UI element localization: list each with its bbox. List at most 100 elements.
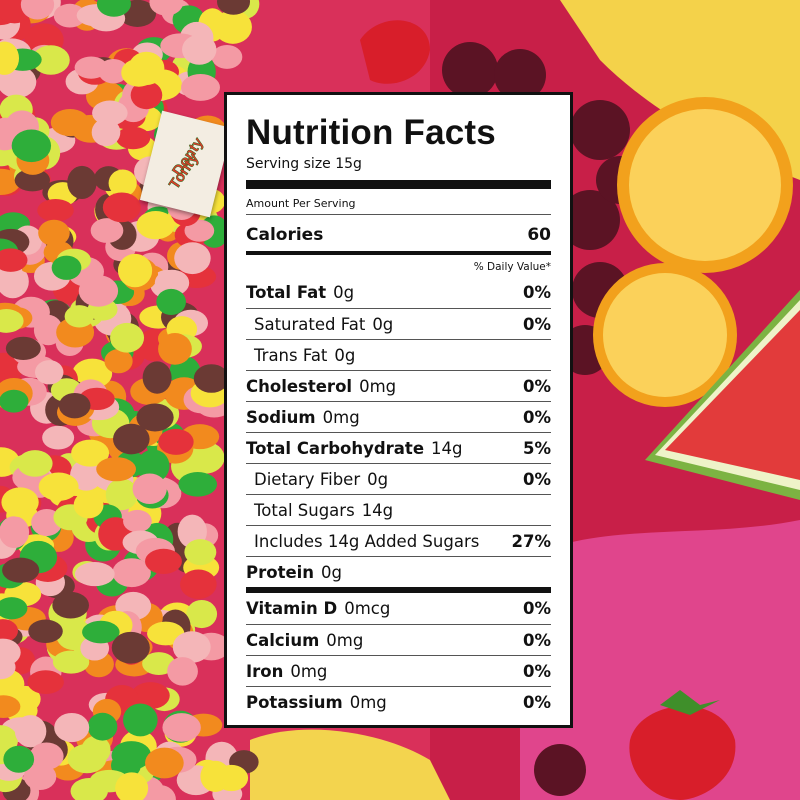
candy — [0, 695, 21, 718]
candy — [111, 741, 152, 770]
nutrient-name: Total Carbohydrate — [246, 438, 425, 458]
daily-value: 0% — [522, 314, 551, 334]
candy — [98, 58, 129, 84]
daily-value: 0% — [522, 599, 551, 618]
nutrient-amount: 0g — [333, 283, 355, 302]
candy — [172, 631, 211, 663]
candy — [33, 314, 63, 346]
nutrient-row: Sodium 0mg 0% — [246, 401, 551, 432]
nutrient-text: Saturated Fat 0g — [246, 315, 393, 334]
candy — [182, 34, 217, 65]
candy — [1, 487, 39, 518]
nutrient-text: Vitamin D 0mcg — [246, 599, 390, 618]
candy — [0, 597, 28, 620]
candy — [53, 3, 86, 28]
candy — [0, 516, 30, 549]
daily-value: 0% — [522, 692, 551, 712]
candy — [20, 0, 55, 20]
candy — [96, 0, 131, 17]
candy — [180, 569, 217, 599]
daily-value: 5% — [522, 438, 551, 458]
nutrient-name: Trans Fat — [254, 345, 328, 365]
nutrient-amount: 0g — [321, 562, 343, 582]
nutrient-row: Calcium 0mg 0% — [246, 624, 551, 655]
grapes — [442, 42, 644, 796]
daily-value: 0% — [522, 376, 551, 396]
candy — [130, 81, 163, 110]
candy — [121, 58, 157, 87]
candy — [145, 548, 182, 574]
nutrient-text: Potassium 0mg — [246, 693, 387, 712]
candy — [52, 650, 90, 674]
candy — [64, 305, 94, 328]
candy — [82, 620, 120, 644]
candies — [0, 0, 260, 800]
candy — [67, 165, 97, 199]
candy — [113, 423, 150, 455]
candy — [115, 126, 151, 150]
candy — [73, 491, 104, 519]
nutrient-row: Iron 0mg 0% — [246, 655, 551, 686]
nutrient-amount: 0mg — [326, 630, 364, 650]
candy — [131, 682, 170, 710]
candy — [52, 591, 89, 619]
candy — [104, 349, 133, 374]
nutrient-row: Saturated Fat 0g 0% — [246, 308, 551, 339]
candy — [142, 361, 172, 394]
candy — [184, 539, 217, 566]
candy — [211, 45, 243, 69]
candy — [149, 0, 184, 16]
nutrient-text: Total Fat 0g — [246, 283, 354, 302]
candy — [3, 745, 35, 773]
nutrient-amount: 0g — [372, 314, 394, 334]
nutrient-row: Total Sugars 14g — [246, 494, 551, 525]
strawberry — [360, 20, 736, 800]
candy — [102, 192, 141, 223]
daily-value: 0% — [522, 661, 551, 681]
candy — [136, 211, 175, 240]
candy — [70, 459, 103, 491]
candy — [167, 657, 198, 686]
nutrient-amount: 14g — [431, 438, 463, 458]
daily-value: 0% — [522, 407, 551, 427]
nutrient-row: Potassium 0mg 0% — [246, 686, 551, 717]
nutrient-text: Sodium 0mg — [246, 408, 360, 427]
candy — [51, 255, 82, 280]
candy — [31, 45, 70, 75]
candy — [115, 772, 149, 800]
candy — [158, 428, 194, 455]
calories-value: 60 — [527, 225, 551, 245]
candy — [158, 333, 192, 365]
divider — [246, 251, 551, 255]
candy — [38, 219, 70, 247]
vitamin-list: Vitamin D 0mcg 0% Calcium 0mg 0% Iron 0mg 0% Pota… — [246, 593, 551, 717]
nutrient-name: Includes 14g Added Sugars — [254, 531, 480, 551]
nutrient-text: Dietary Fiber 0g — [246, 470, 388, 489]
candy — [142, 652, 176, 676]
candy — [90, 218, 124, 243]
candy — [96, 457, 136, 482]
nutrient-list: Total Fat 0g 0% Saturated Fat 0g 0% Trans Fat 0… — [246, 277, 551, 587]
divider — [246, 180, 551, 189]
candy — [111, 631, 150, 664]
nutrient-text: Includes 14g Added Sugars — [246, 532, 479, 551]
candy — [112, 558, 151, 588]
nutrient-text: Trans Fat 0g — [246, 346, 355, 365]
nutrient-amount: 0mg — [349, 692, 387, 712]
candy — [184, 219, 215, 242]
nutrient-amount: 0g — [367, 469, 389, 489]
nutrient-row: Total Fat 0g 0% — [246, 277, 551, 308]
candy — [147, 621, 185, 646]
daily-value: 0% — [522, 469, 551, 489]
nutrient-name: Protein — [246, 562, 315, 582]
nutrient-text: Total Carbohydrate 14g — [246, 439, 463, 458]
candy — [145, 747, 184, 779]
nutrition-label: Nutrition Facts Serving size 15g Amount … — [224, 92, 573, 728]
nutrient-name: Iron — [246, 661, 284, 681]
candy — [87, 712, 118, 741]
candy — [11, 129, 52, 163]
candy — [37, 198, 74, 222]
nutrient-name: Cholesterol — [246, 376, 353, 396]
nutrient-row: Trans Fat 0g — [246, 339, 551, 370]
daily-value-header: % Daily Value* — [473, 261, 551, 273]
